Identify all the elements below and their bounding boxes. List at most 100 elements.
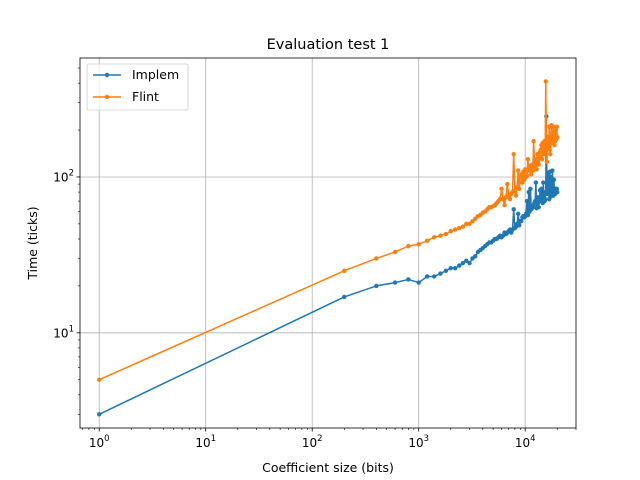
data-point-flint — [424, 238, 430, 243]
data-point-implem — [467, 260, 472, 266]
data-point-implem — [536, 204, 541, 210]
data-point-flint — [534, 167, 539, 172]
series-flint — [97, 79, 560, 382]
data-point-flint — [517, 186, 522, 191]
data-point-implem — [554, 186, 559, 191]
data-point-implem — [456, 263, 462, 268]
data-point-implem — [546, 186, 551, 191]
data-point-flint — [545, 140, 550, 146]
data-point-implem — [432, 274, 437, 279]
data-point-implem — [524, 198, 530, 204]
data-point-flint — [438, 233, 443, 238]
data-point-implem — [542, 197, 548, 202]
data-point-implem — [544, 191, 550, 196]
data-point-flint — [553, 127, 559, 133]
data-point-flint — [512, 188, 518, 193]
data-point-flint — [507, 197, 513, 202]
data-point-flint — [452, 227, 458, 232]
legend-label-implem: Implem — [132, 67, 179, 82]
data-point-flint — [531, 138, 536, 144]
series-layer — [97, 79, 560, 417]
data-point-implem — [416, 280, 421, 285]
data-point-flint — [513, 193, 519, 198]
legend-label-flint: Flint — [132, 89, 159, 104]
grid-layer — [80, 58, 576, 428]
y-tick-label: 102 — [53, 168, 74, 184]
data-point-flint — [97, 377, 102, 382]
tick-layer: 100 101 102 103 104 101 102 — [53, 67, 577, 450]
x-axis-label: Coefficient size (bits) — [262, 460, 394, 475]
data-point-flint — [432, 235, 437, 240]
data-point-implem — [550, 168, 555, 173]
data-point-implem — [342, 294, 347, 300]
x-tick-label: 101 — [195, 434, 216, 450]
data-point-flint — [525, 157, 531, 162]
data-point-flint — [548, 152, 553, 157]
data-point-flint — [542, 149, 548, 155]
data-point-flint — [524, 173, 530, 178]
data-point-implem — [551, 177, 557, 182]
x-tick-label: 104 — [515, 434, 536, 450]
data-point-implem — [511, 207, 516, 212]
y-tick-label: 101 — [53, 324, 74, 340]
plot-area-background — [80, 58, 576, 428]
data-point-flint — [448, 228, 453, 234]
data-point-flint — [529, 162, 535, 167]
data-point-flint — [539, 157, 545, 162]
data-point-flint — [538, 147, 543, 152]
data-point-flint — [551, 124, 556, 129]
data-point-implem — [464, 258, 469, 263]
data-point-implem — [374, 283, 379, 289]
data-point-flint — [554, 124, 559, 129]
data-point-implem — [392, 280, 398, 285]
data-point-flint — [502, 202, 507, 208]
x-tick-label: 100 — [89, 434, 110, 450]
data-point-implem — [448, 265, 453, 271]
data-point-flint — [460, 224, 466, 229]
data-point-implem — [555, 189, 560, 195]
data-point-flint — [516, 168, 521, 173]
x-tick-label: 103 — [408, 434, 429, 450]
data-point-implem — [517, 223, 522, 228]
data-point-flint — [467, 221, 472, 227]
data-point-implem — [535, 195, 541, 200]
legend: Implem Flint — [86, 63, 189, 111]
data-point-implem — [406, 277, 411, 282]
data-point-implem — [452, 265, 458, 271]
data-point-flint — [535, 159, 541, 164]
data-point-implem — [516, 211, 521, 217]
data-point-flint — [464, 221, 469, 227]
data-point-flint — [374, 256, 379, 261]
data-point-flint — [342, 268, 347, 273]
data-point-implem — [424, 274, 430, 279]
data-point-implem — [539, 186, 544, 191]
data-point-flint — [555, 134, 560, 140]
data-point-flint — [536, 162, 541, 167]
data-point-flint — [543, 79, 548, 84]
series-implem — [97, 114, 560, 417]
data-point-implem — [438, 271, 443, 276]
data-point-implem — [533, 180, 539, 185]
data-point-flint — [499, 186, 504, 191]
data-point-flint — [544, 159, 550, 165]
legend-marker-flint — [104, 94, 110, 100]
data-point-implem — [97, 412, 102, 417]
legend-marker-implem — [104, 72, 110, 78]
data-point-flint — [522, 167, 528, 172]
data-point-flint — [416, 242, 421, 247]
data-point-flint — [552, 142, 557, 148]
data-point-implem — [443, 268, 449, 273]
data-point-flint — [552, 131, 558, 136]
data-point-flint — [406, 243, 411, 249]
data-point-implem — [528, 186, 533, 191]
data-point-flint — [505, 181, 510, 187]
data-point-flint — [529, 172, 534, 177]
data-point-implem — [525, 212, 531, 218]
data-point-implem — [526, 189, 531, 195]
data-point-implem — [541, 180, 546, 185]
data-point-flint — [470, 219, 475, 224]
data-point-flint — [392, 249, 398, 255]
y-axis-label: Time (ticks) — [25, 206, 40, 280]
data-point-implem — [549, 174, 554, 180]
